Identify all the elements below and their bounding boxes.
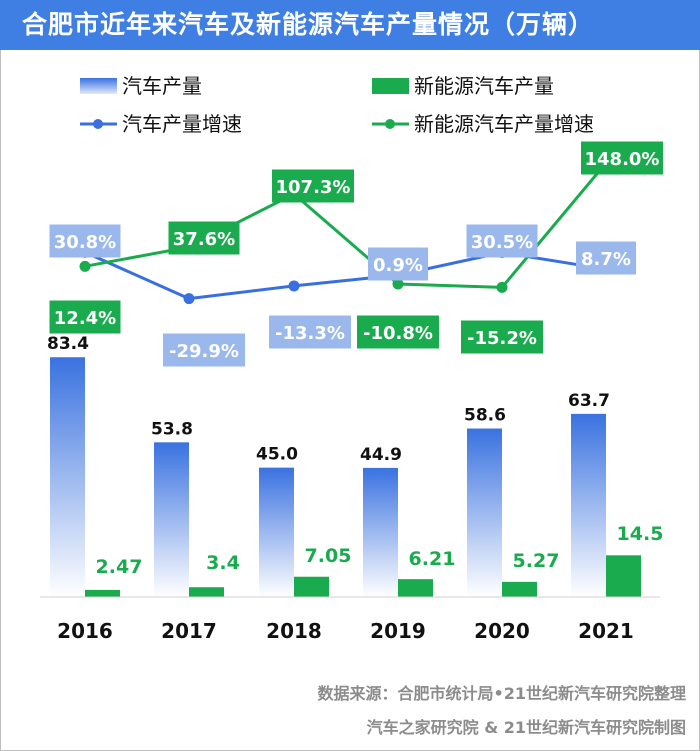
point-car-growth-2018 xyxy=(288,280,300,292)
label-nev-production-2018: 7.05 xyxy=(305,545,352,567)
label-nev-production-2021: 14.5 xyxy=(617,523,664,545)
source-line-1: 数据来源：合肥市统计局•21世纪新汽车研究院整理 xyxy=(317,684,687,703)
label-box-nev-growth-2020 xyxy=(461,320,543,354)
bar-nev-production-2016 xyxy=(85,589,120,597)
label-nev-production-2016: 2.47 xyxy=(96,556,143,578)
point-nev-growth-2016 xyxy=(79,260,91,272)
bars xyxy=(50,357,641,597)
point-car-growth-2017 xyxy=(183,293,195,305)
legend-label-nev-production: 新能源汽车产量 xyxy=(414,74,554,98)
x-tick-2017: 2017 xyxy=(161,619,217,643)
x-tick-2018: 2018 xyxy=(266,619,322,643)
bar-car-production-2018 xyxy=(259,467,294,597)
label-box-car-growth-2016 xyxy=(49,224,121,258)
label-box-nev-growth-2018 xyxy=(272,169,354,203)
label-box-car-growth-2019 xyxy=(368,247,428,281)
label-nev-growth-2018: 107.3% xyxy=(276,177,351,198)
label-nev-growth-2016: 12.4% xyxy=(54,308,116,329)
label-car-production-2020: 58.6 xyxy=(464,406,506,426)
legend-label-car-growth: 汽车产量增速 xyxy=(122,112,242,136)
chart-title: 合肥市近年来汽车及新能源汽车产量情况（万辆） xyxy=(0,0,700,50)
label-nev-growth-2019: -10.8% xyxy=(363,323,433,344)
bar-nev-production-2017 xyxy=(189,587,224,597)
label-nev-growth-2021: 148.0% xyxy=(585,149,660,170)
label-car-growth-2019: 0.9% xyxy=(373,255,423,276)
legend-swatch-nev-production xyxy=(372,78,409,94)
label-box-nev-growth-2019 xyxy=(357,315,439,349)
x-axis: 2016 2017 2018 2019 2020 2021 xyxy=(40,596,660,643)
label-car-growth-2017: -29.9% xyxy=(169,341,239,362)
label-box-car-growth-2017 xyxy=(163,333,245,367)
label-box-nev-growth-2016 xyxy=(49,300,121,334)
data-labels: 83.4 53.8 45.0 44.9 58.6 63.7 2.47 3.4 7.05 6.21 5… xyxy=(47,141,664,578)
x-tick-2019: 2019 xyxy=(370,619,426,643)
label-nev-growth-2020: -15.2% xyxy=(467,328,537,349)
label-car-growth-2021: 8.7% xyxy=(581,249,631,270)
label-box-car-growth-2020 xyxy=(466,224,538,258)
label-box-nev-growth-2021 xyxy=(581,141,663,175)
source-line-2: 汽车之家研究院 & 21世纪新汽车研究院制图 xyxy=(366,718,686,737)
label-box-nev-growth-2017 xyxy=(168,221,240,255)
bar-nev-production-2018 xyxy=(294,576,329,597)
point-nev-growth-2019 xyxy=(392,278,404,290)
legend-swatch-car-production xyxy=(80,78,117,94)
bar-car-production-2016 xyxy=(50,357,85,597)
bar-nev-production-2019 xyxy=(398,579,433,597)
label-car-production-2018: 45.0 xyxy=(256,445,298,465)
label-nev-production-2017: 3.4 xyxy=(206,552,240,574)
x-tick-2016: 2016 xyxy=(57,619,113,643)
label-nev-production-2020: 5.27 xyxy=(513,550,560,572)
x-tick-2020: 2020 xyxy=(474,619,530,643)
label-box-car-growth-2018 xyxy=(269,315,351,349)
label-car-production-2021: 63.7 xyxy=(568,391,610,411)
bar-car-production-2020 xyxy=(467,428,502,597)
bar-nev-production-2021 xyxy=(606,555,641,597)
bar-car-production-2021 xyxy=(571,413,606,597)
label-car-production-2016: 83.4 xyxy=(47,334,89,354)
label-car-growth-2020: 30.5% xyxy=(471,232,533,253)
label-nev-production-2019: 6.21 xyxy=(409,548,456,570)
label-car-production-2019: 44.9 xyxy=(360,445,402,465)
legend-label-nev-growth: 新能源汽车产量增速 xyxy=(414,112,594,136)
label-car-production-2017: 53.8 xyxy=(151,419,193,439)
x-tick-2021: 2021 xyxy=(578,619,634,643)
legend-marker-car-growth xyxy=(93,119,103,129)
legend-marker-nev-growth xyxy=(385,119,395,129)
line-car-growth xyxy=(84,250,607,301)
legend-label-car-production: 汽车产量 xyxy=(122,74,202,98)
bar-nev-production-2020 xyxy=(502,581,537,597)
label-nev-growth-2017: 37.6% xyxy=(173,229,235,250)
label-car-growth-2018: -13.3% xyxy=(275,323,345,344)
point-nev-growth-2020 xyxy=(496,281,508,293)
label-box-car-growth-2021 xyxy=(576,241,636,275)
bar-car-production-2019 xyxy=(363,467,398,597)
label-car-growth-2016: 30.8% xyxy=(54,232,116,253)
bar-car-production-2017 xyxy=(154,442,189,597)
